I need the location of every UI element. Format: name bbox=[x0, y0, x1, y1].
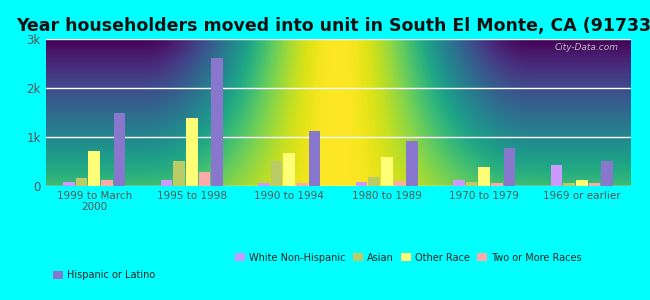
Bar bbox=[199, 172, 210, 186]
Title: Year householders moved into unit in South El Monte, CA (91733): Year householders moved into unit in Sou… bbox=[16, 17, 650, 35]
Bar bbox=[161, 180, 172, 186]
Bar bbox=[478, 167, 490, 186]
Bar bbox=[356, 182, 367, 186]
Bar bbox=[601, 160, 613, 186]
Bar bbox=[564, 183, 575, 186]
Bar bbox=[114, 113, 125, 186]
Bar bbox=[76, 178, 87, 186]
Bar bbox=[174, 160, 185, 186]
Bar bbox=[406, 141, 418, 186]
Bar bbox=[296, 183, 307, 186]
Bar bbox=[283, 153, 295, 186]
Bar bbox=[491, 183, 502, 186]
Bar bbox=[88, 151, 100, 186]
Bar bbox=[211, 58, 223, 186]
Bar bbox=[504, 148, 515, 186]
Bar bbox=[381, 157, 393, 186]
Bar bbox=[589, 183, 600, 186]
Bar bbox=[394, 181, 405, 186]
Bar bbox=[101, 180, 112, 186]
Bar bbox=[271, 160, 282, 186]
Bar bbox=[466, 182, 477, 186]
Bar bbox=[453, 180, 465, 186]
Bar bbox=[63, 182, 75, 186]
Text: City-Data.com: City-Data.com bbox=[555, 44, 619, 52]
Bar bbox=[576, 180, 588, 186]
Bar bbox=[369, 177, 380, 186]
Bar bbox=[258, 183, 270, 186]
Bar bbox=[309, 131, 320, 186]
Bar bbox=[551, 165, 562, 186]
Legend: Hispanic or Latino: Hispanic or Latino bbox=[49, 266, 159, 284]
Bar bbox=[186, 118, 198, 186]
